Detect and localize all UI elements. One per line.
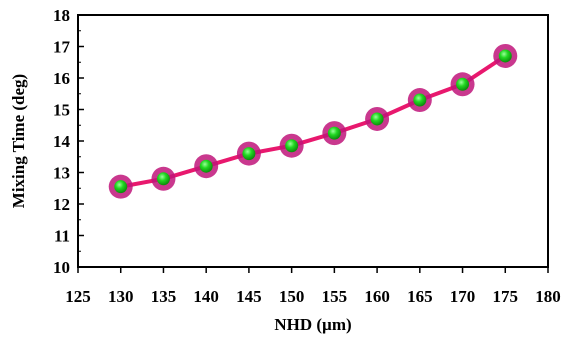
y-tick-label: 11 (54, 227, 70, 246)
x-tick-label: 140 (193, 287, 219, 306)
x-tick-label: 135 (151, 287, 177, 306)
data-point (498, 49, 512, 63)
y-tick-label: 18 (53, 6, 70, 25)
data-point (156, 172, 170, 186)
x-tick-label: 165 (407, 287, 433, 306)
data-point (114, 180, 128, 194)
y-tick-label: 15 (53, 101, 70, 120)
data-point (370, 112, 384, 126)
x-tick-label: 180 (535, 287, 561, 306)
series-group (108, 43, 518, 199)
y-tick-label: 12 (53, 195, 70, 214)
x-tick-label: 160 (364, 287, 390, 306)
x-axis-title: NHD (µm) (274, 315, 351, 334)
y-axis-title: Mixing Time (deg) (9, 74, 28, 208)
x-axis: 125 130 135 140 145 150 155 160 165 170 175 180 (65, 267, 561, 306)
data-point (456, 77, 470, 91)
x-tick-label: 125 (65, 287, 91, 306)
y-tick-label: 13 (53, 164, 70, 183)
data-point (199, 159, 213, 173)
y-tick-label: 17 (53, 38, 71, 57)
y-tick-label: 14 (53, 132, 71, 151)
x-tick-label: 155 (322, 287, 348, 306)
data-point (327, 126, 341, 140)
data-point (242, 147, 256, 161)
x-tick-label: 175 (493, 287, 519, 306)
x-tick-label: 150 (279, 287, 305, 306)
series-line (120, 54, 507, 189)
x-tick-label: 145 (236, 287, 262, 306)
data-point (285, 139, 299, 153)
data-point (413, 93, 427, 107)
y-tick-label: 16 (53, 69, 70, 88)
x-tick-label: 130 (108, 287, 134, 306)
y-axis: 10 11 12 13 14 15 16 17 18 (53, 6, 84, 277)
y-tick-label: 10 (53, 258, 70, 277)
x-tick-label: 170 (450, 287, 476, 306)
